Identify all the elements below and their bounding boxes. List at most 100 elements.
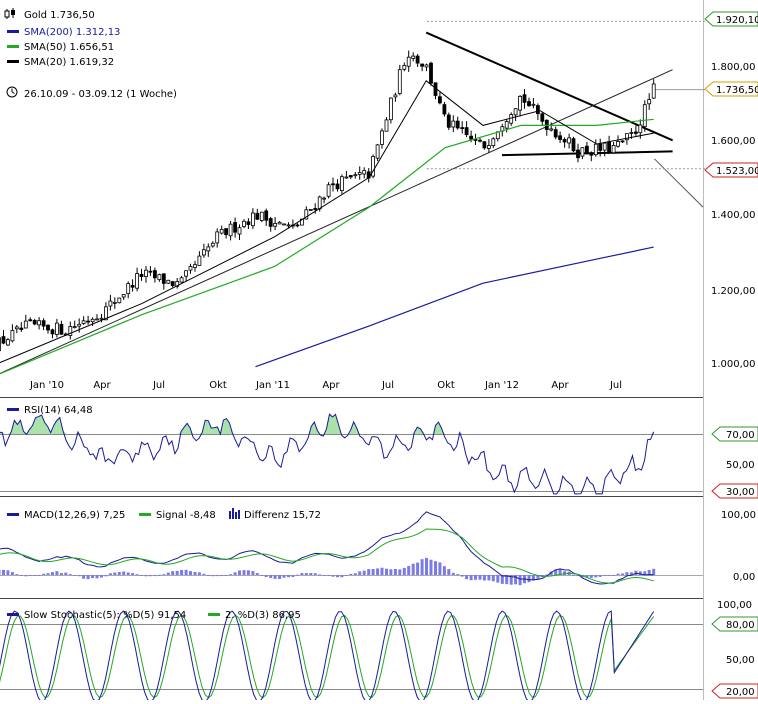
macd-histogram-bar — [434, 561, 437, 575]
macd-histogram-bar — [531, 575, 535, 581]
candle-body — [193, 264, 197, 268]
macd-histogram-bar — [166, 572, 170, 575]
candle-body — [161, 273, 166, 284]
rsi-overbought-fill — [29, 425, 33, 434]
candle-body — [611, 144, 616, 154]
macd-histogram-bar — [77, 575, 81, 577]
candle-body — [152, 270, 157, 279]
macd-histogram-bar — [652, 568, 656, 575]
price-tick-1200: 1.200,00 — [711, 286, 756, 297]
macd-histogram-bar — [349, 573, 353, 575]
macd-histogram-bar — [238, 570, 241, 575]
macd-histogram-bar — [86, 575, 90, 580]
macd-histogram-bar — [447, 569, 451, 575]
stoch-tick-100: 100,00 — [717, 600, 752, 611]
candle-body — [59, 323, 64, 335]
candle-body — [616, 141, 620, 147]
candle-body — [411, 55, 416, 59]
candle-body — [651, 83, 656, 99]
x-tick-jan11: Jan '11 — [255, 380, 290, 391]
macd-histogram-bar — [380, 567, 384, 575]
macd-histogram-bar — [598, 575, 602, 577]
rsi-overbought-fill — [184, 423, 188, 434]
x-tick-jul10: Jul — [152, 380, 165, 391]
macd-histogram-bar — [242, 570, 246, 575]
macd-histogram-bar — [576, 575, 580, 576]
sma-line-200 — [255, 246, 654, 368]
candle-body — [157, 274, 162, 281]
price-tick-1400: 1.400,00 — [711, 210, 756, 221]
candle-body — [0, 337, 1, 352]
candle-body — [451, 120, 456, 128]
candle-body — [50, 329, 55, 335]
rsi-overbought-fill — [41, 415, 45, 434]
badge-last-label: 1.736,50 — [716, 85, 758, 96]
macd-histogram-bar — [264, 575, 268, 577]
rsi-overbought-fill — [205, 420, 209, 434]
rsi-overbought-fill — [187, 423, 191, 434]
macd-histogram-bar — [438, 562, 442, 575]
macd-histogram-bar — [607, 575, 611, 576]
macd-histogram-bar — [487, 575, 491, 581]
candle-body — [402, 65, 407, 70]
macd-histogram-bar — [175, 570, 179, 575]
badge-high-label: 1.920,10 — [716, 15, 758, 26]
macd-histogram-bar — [2, 569, 5, 575]
macd-histogram-bar — [416, 562, 420, 575]
rsi-overbought-fill — [332, 414, 336, 434]
candle-body — [19, 327, 24, 331]
macd-histogram-bar — [255, 573, 259, 575]
candle-body — [210, 242, 215, 247]
candle-body — [464, 127, 469, 135]
clock-icon — [6, 86, 18, 98]
candle-body — [602, 142, 607, 151]
macd-histogram-bar — [64, 572, 68, 575]
candle-body — [99, 317, 104, 320]
rsi-legend: RSI(14) 64,48 — [7, 405, 93, 416]
candle-body — [126, 283, 131, 295]
rsi-overbought-fill — [38, 415, 42, 434]
x-tick-apr10: Apr — [93, 380, 111, 391]
candle-icon — [4, 8, 15, 19]
badge-low-label: 1.523,00 — [716, 166, 758, 177]
candle-body — [55, 322, 59, 335]
candle-body — [576, 149, 580, 159]
x-tick-apr12: Apr — [551, 380, 569, 391]
candle-body — [335, 183, 340, 190]
candle-body — [482, 141, 487, 149]
rsi-overbought-fill — [335, 414, 339, 434]
candle-body — [86, 320, 90, 323]
candle-body — [446, 114, 451, 128]
candle-body — [308, 208, 313, 211]
macd-histogram-bar — [304, 573, 308, 575]
candle-body — [41, 320, 46, 327]
candle-body — [625, 133, 629, 141]
badge-last: 1.736,50 — [704, 81, 758, 97]
macd-legend: MACD(12,26,9) 7,25 Signal -8,48 Differen… — [7, 508, 321, 521]
macd-histogram-bar — [189, 571, 192, 575]
macd-histogram-bar — [318, 574, 322, 576]
stoch-badge-upper-label: 80,00 — [726, 620, 755, 631]
candle-body — [598, 143, 603, 151]
candle-body — [558, 135, 562, 140]
candle-body — [388, 97, 393, 121]
rsi-badge-upper: 70,00 — [711, 426, 758, 442]
macd-histogram-bar — [273, 575, 277, 579]
candle-body — [112, 301, 117, 304]
stoch-badge-upper: 80,00 — [711, 616, 758, 632]
macd-histogram-bar — [407, 566, 411, 575]
candle-body — [553, 129, 558, 138]
x-axis: Jan '10 Apr Jul Okt Jan '11 Apr Jul Okt … — [29, 380, 622, 391]
macd-histogram-bar — [0, 569, 1, 575]
candle-body — [46, 324, 50, 331]
candle-body — [10, 330, 15, 342]
candle-body — [286, 224, 291, 227]
macd-histogram-bar — [425, 557, 428, 575]
macd-histogram-bar — [353, 573, 357, 575]
macd-histogram-bar — [180, 569, 184, 575]
rsi-badge-upper-label: 70,00 — [726, 430, 755, 441]
candle-body — [415, 55, 420, 64]
candle-body — [72, 326, 77, 329]
macd-histogram-bar — [113, 572, 117, 575]
macd-histogram-bar — [157, 574, 161, 576]
